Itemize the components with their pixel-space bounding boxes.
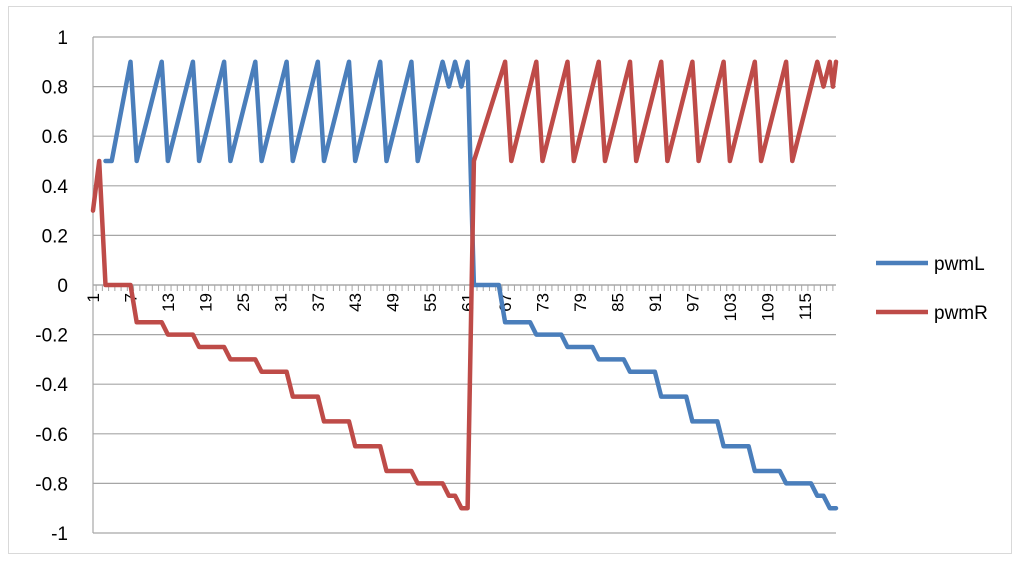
x-tick-label: 73 xyxy=(534,293,553,312)
y-tick-label: 0.4 xyxy=(42,177,69,198)
x-tick-label: 37 xyxy=(309,293,328,312)
y-tick-label: -0.4 xyxy=(35,375,68,396)
x-tick-label: 43 xyxy=(346,293,365,312)
x-tick-label: 109 xyxy=(758,293,777,321)
x-tick-label: 97 xyxy=(683,293,702,312)
x-axis: 1 7 13 19 25 31 37 43 49 55 61 67 73 79 85 91 97 103 109 11… xyxy=(84,284,836,321)
x-tick-label: 91 xyxy=(646,293,665,312)
x-tick-label: 85 xyxy=(608,293,627,312)
y-tick-label: 0.6 xyxy=(42,127,68,148)
x-tick-label: 25 xyxy=(234,293,253,312)
series-layer xyxy=(90,59,839,511)
x-tick-label: 31 xyxy=(271,293,290,312)
x-tick-label: 79 xyxy=(571,293,590,312)
x-tick-label: 49 xyxy=(384,293,403,312)
y-tick-label: 0.8 xyxy=(42,78,68,99)
x-tick-label: 103 xyxy=(721,293,740,321)
legend-label-pwmR: pwmR xyxy=(934,303,988,324)
x-tick-label: 55 xyxy=(421,293,440,312)
series-line-pwmR xyxy=(90,59,839,511)
y-tick-label: -0.2 xyxy=(35,326,68,347)
y-tick-label: 0 xyxy=(57,276,68,297)
x-tick-label: 115 xyxy=(796,293,815,320)
y-tick-label: 0.2 xyxy=(42,226,68,247)
chart-frame xyxy=(8,6,1012,554)
x-tick-label: 13 xyxy=(159,293,178,312)
y-tick-label: 1 xyxy=(57,28,68,49)
series-line-pwmL xyxy=(103,59,839,511)
x-tick-label: 61 xyxy=(459,293,478,312)
y-tick-label: -0.6 xyxy=(35,425,68,446)
legend-label-pwmL: pwmL xyxy=(934,254,985,275)
legend: pwmL pwmR xyxy=(876,254,988,324)
x-tick-label: 19 xyxy=(196,293,215,312)
x-tick-label: 1 xyxy=(84,293,103,302)
y-axis: -1 -0.8 -0.6 -0.4 -0.2 0 0.2 0.4 0.6 0.8 1 xyxy=(35,28,94,545)
y-tick-label: -1 xyxy=(51,524,68,545)
y-tick-label: -0.8 xyxy=(35,474,68,495)
